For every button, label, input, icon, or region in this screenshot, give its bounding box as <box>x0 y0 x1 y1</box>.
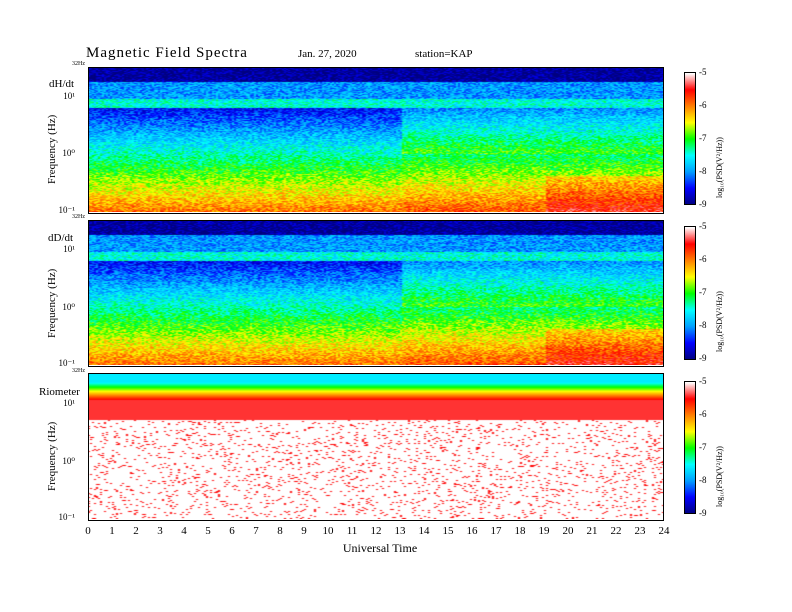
ytick-riometer-0: 10⁰ <box>62 456 75 466</box>
colorbar-riometer <box>684 381 696 514</box>
colorbar-label-riometer: log₁₀(PSD(V²/Hz)) <box>715 446 724 507</box>
x-tick-label: 16 <box>466 525 478 537</box>
cbtick-dh-3: -8 <box>699 166 707 176</box>
x-tick-label: 21 <box>586 525 598 537</box>
cbtick-riometer-3: -8 <box>699 475 707 485</box>
colorbar-dd <box>684 226 696 360</box>
x-tick-label: 1 <box>109 525 115 537</box>
cbtick-dd-1: -6 <box>699 254 707 264</box>
ytop-label-dh: 32Hz <box>72 61 85 67</box>
x-tick-label: 6 <box>229 525 235 537</box>
x-tick-label: 2 <box>133 525 139 537</box>
chart-title: Magnetic Field Spectra <box>86 45 248 61</box>
cbtick-dd-2: -7 <box>699 287 707 297</box>
cbtick-dd-3: -8 <box>699 320 707 330</box>
panel-label-riometer: Riometer <box>39 386 80 398</box>
ytick-dd-m1: 10⁻¹ <box>58 358 75 368</box>
cbtick-riometer-4: -9 <box>699 508 707 518</box>
spectrogram-panel-riometer <box>88 373 664 521</box>
x-tick-label: 12 <box>370 525 382 537</box>
x-tick-label: 19 <box>538 525 550 537</box>
cbtick-dh-2: -7 <box>699 133 707 143</box>
x-tick-label: 10 <box>322 525 334 537</box>
cbtick-dd-4: -9 <box>699 353 707 363</box>
cbtick-dh-4: -9 <box>699 199 707 209</box>
station-label: station=KAP <box>415 48 473 60</box>
cbtick-dh-1: -6 <box>699 100 707 110</box>
ytick-dh-m1: 10⁻¹ <box>58 205 75 215</box>
spectrogram-dh-image <box>88 67 664 212</box>
x-tick-label: 5 <box>205 525 211 537</box>
x-axis-label: Universal Time <box>342 541 418 555</box>
colorbar-label-dd: log₁₀(PSD(V²/Hz)) <box>715 291 724 352</box>
x-tick-label: 14 <box>418 525 430 537</box>
cbtick-dh-0: -5 <box>699 67 707 77</box>
x-tick-label: 17 <box>490 525 502 537</box>
x-tick-label: 7 <box>253 525 259 537</box>
x-tick-label: 9 <box>301 525 307 537</box>
ytick-riometer-m1: 10⁻¹ <box>58 512 75 522</box>
date-label: Jan. 27, 2020 <box>298 48 357 60</box>
spectrogram-panel-dh <box>88 67 664 214</box>
ytop-label-riometer: 32Hz <box>72 368 85 374</box>
x-tick-label: 3 <box>157 525 163 537</box>
cbtick-dd-0: -5 <box>699 221 707 231</box>
ytick-riometer-1: 10¹ <box>63 398 75 408</box>
panel-label-dd: dD/dt <box>48 232 74 244</box>
ytick-dd-0: 10⁰ <box>62 302 75 312</box>
ytick-dd-1: 10¹ <box>63 244 75 254</box>
ytop-label-dd: 32Hz <box>72 214 85 220</box>
x-tick-label: 11 <box>346 525 358 537</box>
spectrogram-riometer-image <box>88 373 664 519</box>
x-tick-label: 0 <box>85 525 91 537</box>
colorbar-label-dh: log₁₀(PSD(V²/Hz)) <box>715 137 724 198</box>
cbtick-riometer-2: -7 <box>699 442 707 452</box>
cbtick-riometer-1: -6 <box>699 409 707 419</box>
panel-label-dh: dH/dt <box>49 78 75 90</box>
ytick-dh-0: 10⁰ <box>62 148 75 158</box>
x-tick-label: 18 <box>514 525 526 537</box>
ytick-dh-1: 10¹ <box>63 91 75 101</box>
spectrogram-panel-dd <box>88 220 664 367</box>
x-tick-label: 4 <box>181 525 187 537</box>
x-tick-label: 15 <box>442 525 454 537</box>
x-tick-label: 22 <box>610 525 622 537</box>
x-tick-label: 23 <box>634 525 646 537</box>
x-tick-label: 20 <box>562 525 574 537</box>
cbtick-riometer-0: -5 <box>699 376 707 386</box>
colorbar-dh <box>684 72 696 205</box>
x-tick-label: 24 <box>658 525 670 537</box>
x-tick-label: 13 <box>394 525 406 537</box>
x-tick-label: 8 <box>277 525 283 537</box>
spectrogram-dd-image <box>88 220 664 365</box>
